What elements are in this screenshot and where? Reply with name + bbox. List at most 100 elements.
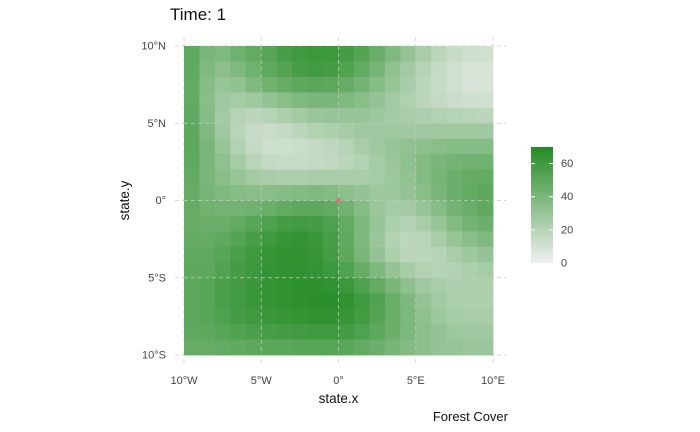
heatmap-cell bbox=[477, 215, 494, 232]
heatmap-cell bbox=[400, 324, 417, 340]
heatmap-cell bbox=[369, 107, 386, 124]
legend-tick-label: 0 bbox=[561, 258, 567, 270]
heatmap-cell bbox=[462, 169, 478, 186]
heatmap-cell bbox=[384, 154, 401, 170]
heatmap-cell bbox=[292, 215, 308, 232]
heatmap-cell bbox=[199, 92, 216, 109]
heatmap-cell bbox=[400, 246, 417, 263]
heatmap-cell bbox=[307, 277, 324, 294]
heatmap-cell bbox=[446, 277, 463, 294]
heatmap-cell bbox=[199, 339, 216, 356]
heatmap-cell bbox=[292, 46, 308, 62]
heatmap-cell bbox=[400, 154, 417, 170]
heatmap-cell bbox=[307, 324, 324, 340]
heatmap-cell bbox=[384, 76, 401, 93]
heatmap-cell bbox=[323, 293, 339, 310]
heatmap-cell bbox=[384, 138, 401, 155]
heatmap-cell bbox=[369, 339, 386, 356]
heatmap-cell bbox=[431, 200, 448, 217]
heatmap-cell bbox=[323, 231, 339, 248]
heatmap-cell bbox=[369, 324, 386, 340]
heatmap-cell bbox=[245, 262, 262, 279]
heatmap-cell bbox=[184, 92, 200, 109]
heatmap-cell bbox=[292, 308, 308, 325]
heatmap-cell bbox=[214, 324, 231, 340]
heatmap-cell bbox=[431, 246, 448, 263]
heatmap-cell bbox=[415, 138, 432, 155]
heatmap-cell bbox=[199, 200, 216, 217]
heatmap-cell bbox=[230, 46, 247, 62]
heatmap-cell bbox=[431, 46, 448, 62]
chart-caption: Forest Cover bbox=[433, 409, 509, 424]
heatmap-cell bbox=[353, 246, 370, 263]
heatmap-cell bbox=[307, 200, 324, 217]
heatmap-cell bbox=[369, 215, 386, 232]
heatmap-cell bbox=[292, 277, 308, 294]
heatmap-cell bbox=[261, 339, 278, 356]
heatmap-cell bbox=[230, 76, 247, 93]
heatmap-cell bbox=[462, 277, 478, 294]
heatmap-cell bbox=[230, 107, 247, 124]
heatmap-cell bbox=[477, 169, 494, 186]
y-tick-label: 5°N bbox=[148, 118, 167, 130]
heatmap-cell bbox=[323, 92, 339, 109]
heatmap-cell bbox=[338, 46, 355, 62]
heatmap-cell bbox=[307, 123, 324, 140]
heatmap-cell bbox=[446, 154, 463, 170]
heatmap-cell bbox=[292, 61, 308, 78]
heatmap-cell bbox=[323, 107, 339, 124]
heatmap-cell bbox=[462, 46, 478, 62]
heatmap-cell bbox=[184, 107, 200, 124]
heatmap-cell bbox=[214, 92, 231, 109]
heatmap-cell bbox=[245, 107, 262, 124]
heatmap-cell bbox=[400, 277, 417, 294]
heatmap-cell bbox=[276, 46, 293, 62]
heatmap-cell bbox=[415, 123, 432, 140]
heatmap-cell bbox=[338, 107, 355, 124]
heatmap-cell bbox=[199, 76, 216, 93]
heatmap-cell bbox=[353, 339, 370, 356]
heatmap-cell bbox=[477, 262, 494, 279]
heatmap-cell bbox=[261, 76, 278, 93]
heatmap-cell bbox=[245, 185, 262, 201]
heatmap-cell bbox=[369, 138, 386, 155]
heatmap-cell bbox=[415, 339, 432, 356]
heatmap-cell bbox=[245, 324, 262, 340]
heatmap-cell bbox=[477, 293, 494, 310]
heatmap-cell bbox=[184, 138, 200, 155]
heatmap-cell bbox=[276, 231, 293, 248]
heatmap-cell bbox=[400, 308, 417, 325]
heatmap-cell bbox=[230, 277, 247, 294]
heatmap-cell bbox=[307, 61, 324, 78]
heatmap-cell bbox=[230, 308, 247, 325]
heatmap-cell bbox=[431, 61, 448, 78]
heatmap-cell bbox=[400, 107, 417, 124]
data-point bbox=[335, 197, 342, 204]
heatmap-cell bbox=[292, 339, 308, 356]
heatmap-cell bbox=[400, 231, 417, 248]
heatmap-cell bbox=[338, 92, 355, 109]
heatmap-cell bbox=[462, 76, 478, 93]
heatmap-cell bbox=[338, 200, 355, 217]
heatmap-cell bbox=[353, 123, 370, 140]
heatmap-cell bbox=[307, 185, 324, 201]
heatmap-cell bbox=[184, 123, 200, 140]
heatmap-cell bbox=[446, 308, 463, 325]
heatmap-cell bbox=[431, 185, 448, 201]
heatmap-cell bbox=[353, 200, 370, 217]
heatmap-cell bbox=[245, 215, 262, 232]
heatmap-cell bbox=[184, 293, 200, 310]
y-tick-label: 10°S bbox=[142, 350, 166, 362]
heatmap-cell bbox=[199, 46, 216, 62]
heatmap-cell bbox=[214, 123, 231, 140]
heatmap-cell bbox=[400, 185, 417, 201]
heatmap-cell bbox=[261, 154, 278, 170]
heatmap-cell bbox=[245, 61, 262, 78]
heatmap-cell bbox=[384, 293, 401, 310]
heatmap-cell bbox=[307, 46, 324, 62]
heatmap-cell bbox=[323, 76, 339, 93]
heatmap-cell bbox=[323, 308, 339, 325]
heatmap-cell bbox=[214, 308, 231, 325]
heatmap-cell bbox=[184, 76, 200, 93]
